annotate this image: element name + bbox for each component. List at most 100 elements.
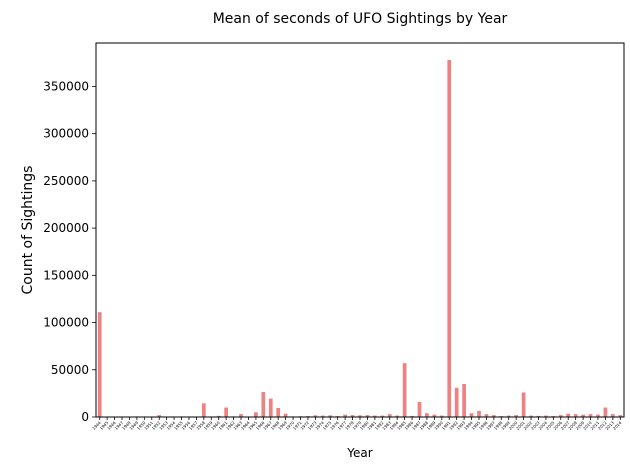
- x-tick-label-2011: 2011: [589, 420, 600, 431]
- bar-1997: [492, 415, 496, 417]
- y-tick-label-100000: 100000: [43, 316, 89, 330]
- x-tick-label-1986: 1986: [404, 420, 415, 431]
- x-axis-label: Year: [346, 446, 372, 460]
- x-tick-label-1985: 1985: [396, 420, 407, 431]
- bar-1973: [313, 415, 318, 417]
- bar-1961: [224, 407, 228, 417]
- x-tick-label-1966: 1966: [255, 420, 266, 431]
- x-tick-label-1992: 1992: [448, 420, 459, 431]
- x-tick-label-1983: 1983: [381, 420, 392, 431]
- x-tick-label-2005: 2005: [545, 420, 556, 431]
- bar-2003: [536, 415, 541, 417]
- bar-1975: [328, 415, 333, 417]
- x-tick-label-1998: 1998: [493, 420, 504, 431]
- x-tick-label-1990: 1990: [433, 420, 444, 431]
- bar-1979: [358, 415, 362, 417]
- x-tick-label-1961: 1961: [218, 420, 229, 431]
- bar-2010: [588, 414, 593, 417]
- y-tick-label-50000: 50000: [51, 363, 89, 377]
- bar-1977: [343, 414, 347, 417]
- x-tick-label-1982: 1982: [374, 420, 385, 431]
- bar-2011: [596, 414, 600, 417]
- bar-1984: [395, 415, 400, 417]
- x-tick-label-2008: 2008: [567, 420, 578, 431]
- bar-1974: [320, 415, 325, 417]
- x-tick-label-1950: 1950: [136, 420, 147, 431]
- x-tick-label-1952: 1952: [151, 420, 162, 431]
- x-tick-label-1968: 1968: [270, 420, 281, 431]
- x-tick-label-2007: 2007: [560, 420, 571, 431]
- y-tick-label-150000: 150000: [43, 268, 89, 282]
- bar-1990: [439, 415, 444, 417]
- x-tick-label-1975: 1975: [322, 420, 333, 431]
- x-tick-label-1960: 1960: [210, 420, 221, 431]
- x-tick-label-1948: 1948: [121, 420, 132, 431]
- x-tick-label-1944: 1944: [91, 420, 102, 431]
- bar-1987: [417, 401, 422, 417]
- x-tick-label-1993: 1993: [456, 420, 467, 431]
- bar-1985: [402, 363, 407, 417]
- bar-1988: [425, 413, 429, 417]
- x-tick-label-1976: 1976: [329, 420, 340, 431]
- bar-1960: [216, 415, 221, 417]
- bar-1983: [387, 414, 392, 417]
- x-tick-label-2014: 2014: [612, 420, 623, 431]
- x-tick-label-1946: 1946: [106, 420, 117, 431]
- x-tick-label-2006: 2006: [552, 420, 563, 431]
- x-tick-label-1970: 1970: [285, 420, 296, 431]
- x-tick-label-1954: 1954: [166, 420, 177, 431]
- y-tick-label-250000: 250000: [43, 174, 89, 188]
- bar-1989: [432, 414, 437, 417]
- bar-2007: [566, 413, 571, 417]
- x-tick-label-2010: 2010: [582, 420, 593, 431]
- y-tick-label-350000: 350000: [43, 79, 89, 93]
- bar-2014: [618, 415, 623, 417]
- bar-1967: [268, 398, 273, 417]
- bar-2008: [573, 414, 578, 417]
- bars-group: [97, 60, 623, 417]
- x-tick-label-1957: 1957: [188, 420, 199, 431]
- x-tick-label-1979: 1979: [351, 420, 362, 431]
- bar-1986: [410, 415, 414, 417]
- bar-1944: [97, 312, 102, 417]
- x-tick-label-2001: 2001: [515, 420, 526, 431]
- x-tick-label-1958: 1958: [195, 420, 206, 431]
- y-tick-label-0: 0: [81, 410, 89, 424]
- x-tick-label-1991: 1991: [441, 420, 452, 431]
- x-tick-label-1994: 1994: [463, 420, 474, 431]
- x-tick-label-1987: 1987: [411, 420, 422, 431]
- x-tick-label-1981: 1981: [366, 420, 377, 431]
- bar-1994: [469, 413, 474, 417]
- bar-1995: [477, 410, 481, 417]
- y-tick-label-300000: 300000: [43, 127, 89, 141]
- y-tick-label-200000: 200000: [43, 221, 89, 235]
- x-tick-label-1999: 1999: [500, 420, 511, 431]
- x-tick-label-2009: 2009: [575, 420, 586, 431]
- x-tick-label-1963: 1963: [232, 420, 243, 431]
- bar-2009: [581, 414, 585, 417]
- x-ticks-group: 1944194519461947194819491950195119521953…: [91, 417, 623, 431]
- bar-1968: [276, 408, 281, 417]
- bar-1993: [462, 383, 466, 417]
- x-tick-label-2002: 2002: [523, 420, 534, 431]
- x-tick-label-1955: 1955: [173, 420, 184, 431]
- bar-1965: [254, 412, 258, 417]
- x-tick-label-1996: 1996: [478, 420, 489, 431]
- bar-1952: [157, 415, 162, 417]
- bar-1992: [454, 387, 459, 417]
- bar-2013: [610, 414, 615, 417]
- bar-2002: [529, 415, 533, 417]
- x-tick-label-1972: 1972: [299, 420, 310, 431]
- x-tick-label-1947: 1947: [113, 420, 124, 431]
- x-tick-label-1951: 1951: [143, 420, 154, 431]
- x-tick-label-1945: 1945: [99, 420, 110, 431]
- x-tick-label-1959: 1959: [203, 420, 214, 431]
- bar-1991: [447, 60, 452, 417]
- bar-1999: [506, 415, 511, 417]
- x-tick-label-1978: 1978: [344, 420, 355, 431]
- x-tick-label-1965: 1965: [247, 420, 258, 431]
- bar-1966: [261, 391, 266, 417]
- x-tick-label-1962: 1962: [225, 420, 236, 431]
- x-tick-label-1964: 1964: [240, 420, 251, 431]
